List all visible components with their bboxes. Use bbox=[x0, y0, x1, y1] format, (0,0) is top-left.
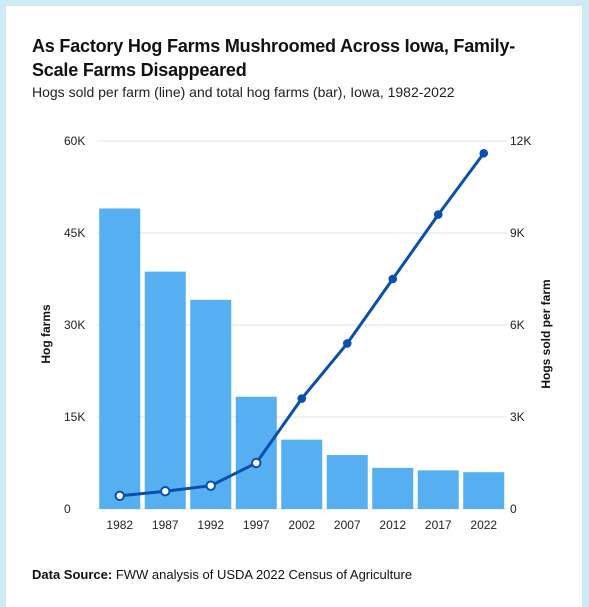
bar bbox=[99, 208, 141, 509]
line-point bbox=[433, 210, 443, 219]
bar bbox=[463, 472, 505, 509]
line-point bbox=[251, 457, 262, 469]
chart-subtitle: Hogs sold per farm (line) and total hog … bbox=[32, 84, 455, 100]
x-tick-label: 2017 bbox=[425, 518, 452, 532]
bar bbox=[235, 396, 277, 509]
left-tick-label: 60K bbox=[64, 134, 85, 148]
bar bbox=[417, 470, 459, 509]
right-axis-title: Hogs sold per farm bbox=[539, 279, 553, 388]
data-source-label: Data Source: bbox=[32, 567, 113, 582]
bar bbox=[326, 455, 368, 509]
x-tick-label: 2002 bbox=[288, 518, 315, 532]
bar bbox=[190, 299, 232, 509]
right-tick-label: 0 bbox=[510, 502, 517, 516]
right-tick-label: 12K bbox=[510, 134, 531, 148]
left-tick-label: 30K bbox=[64, 318, 85, 332]
line-series bbox=[114, 148, 489, 502]
right-tick-label: 3K bbox=[510, 410, 525, 424]
line-point bbox=[342, 339, 352, 348]
right-tick-label: 6K bbox=[510, 318, 525, 332]
line-point bbox=[160, 486, 171, 497]
x-tick-label: 1982 bbox=[106, 518, 133, 532]
right-tick-label: 9K bbox=[510, 226, 525, 240]
x-tick-label: 2007 bbox=[334, 518, 361, 532]
line-point bbox=[297, 394, 307, 403]
line-point bbox=[114, 490, 125, 502]
bar bbox=[281, 439, 323, 509]
data-source-text: FWW analysis of USDA 2022 Census of Agri… bbox=[112, 567, 413, 582]
x-tick-label: 2022 bbox=[470, 518, 497, 532]
left-tick-label: 0 bbox=[64, 502, 71, 516]
bar bbox=[144, 271, 186, 509]
x-tick-label: 2012 bbox=[379, 518, 406, 532]
line-point bbox=[388, 274, 398, 284]
bars bbox=[99, 208, 505, 509]
x-tick-label: 1997 bbox=[243, 518, 270, 532]
left-tick-label: 15K bbox=[64, 410, 85, 424]
left-axis-title: Hog farms bbox=[39, 304, 53, 364]
tick-labels: 0 0 15K 3K 30K 6K 45K 9K 60K 12K 1982 1987 1992 1997 2… bbox=[64, 134, 531, 532]
chart-title: As Factory Hog Farms Mushroomed Across I… bbox=[32, 36, 516, 80]
line-point bbox=[205, 480, 216, 491]
data-source: Data Source: FWW analysis of USDA 2022 C… bbox=[32, 567, 412, 582]
x-tick-label: 1987 bbox=[152, 518, 179, 532]
left-tick-label: 45K bbox=[64, 226, 85, 240]
bar bbox=[372, 467, 414, 509]
x-tick-label: 1992 bbox=[197, 518, 224, 532]
line-point bbox=[479, 148, 489, 158]
